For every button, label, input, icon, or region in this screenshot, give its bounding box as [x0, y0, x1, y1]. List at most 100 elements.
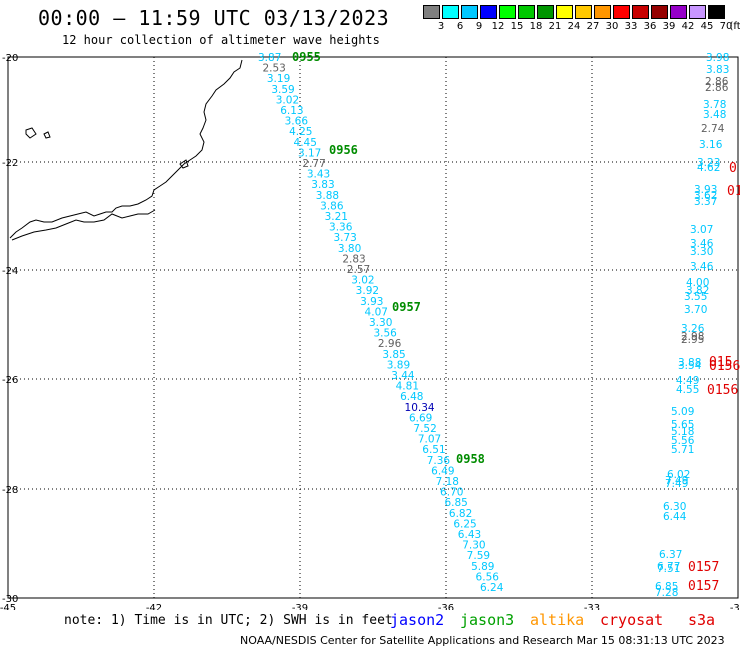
legend-swatch [537, 5, 554, 19]
legend-swatch [651, 5, 668, 19]
edge-wave-height: 3.88 [678, 357, 701, 369]
track-wave-height: 7.36 [427, 455, 451, 467]
lat-tick-label: -30 [2, 594, 18, 605]
track-wave-height: 10.34 [405, 402, 435, 414]
track-time-label: 0957 [392, 300, 421, 314]
lon-tick-label: -30 [730, 603, 740, 610]
edge-wave-height: 7.49 [665, 478, 688, 490]
lat-tick-label: -24 [2, 266, 18, 277]
track-wave-height: 6.85 [444, 497, 467, 509]
map-frame [7, 56, 739, 599]
lon-tick-label: -45 [0, 603, 16, 610]
edge-time-label: 0157 [688, 579, 719, 594]
legend-value: 39 [662, 21, 676, 32]
edge-wave-height: 4.62 [697, 162, 720, 174]
track-wave-height: 3.89 [387, 359, 410, 371]
legend-value: 45 [700, 21, 714, 32]
chart-subtitle: 12 hour collection of altimeter wave hei… [62, 33, 380, 47]
track-wave-height: 6.56 [476, 571, 500, 583]
track-time-label: 0955 [292, 50, 321, 64]
legend-jason2: jason2 [390, 611, 445, 629]
chart-title: 00:00 – 11:59 UTC 03/13/2023 [38, 6, 390, 30]
track-wave-height: 3.56 [373, 328, 397, 340]
legend-value: 18 [529, 21, 543, 32]
track-wave-height: 6.43 [458, 529, 481, 541]
legend-swatch [480, 5, 497, 19]
edge-wave-height: 2.86 [705, 82, 729, 94]
legend-value: 12 [491, 21, 505, 32]
edge-wave-height: 5.18 [671, 426, 694, 438]
edge-wave-height: 3.23 [697, 157, 720, 169]
legend-value: 15 [510, 21, 524, 32]
lon-tick-label: -39 [292, 603, 308, 610]
lat-tick-label: -28 [2, 485, 18, 496]
track-wave-height: 7.30 [462, 540, 485, 552]
edge-wave-height: 6.85 [655, 581, 678, 593]
track-wave-height: 7.07 [418, 434, 441, 446]
track-wave-height: 2.96 [378, 338, 402, 350]
track-wave-height: 4.07 [365, 306, 388, 318]
track-wave-height: 6.24 [480, 582, 504, 594]
track-wave-height: 6.49 [431, 465, 454, 477]
track-wave-height: 5.89 [471, 561, 494, 573]
track-wave-height: 2.77 [302, 158, 325, 170]
track-wave-height: 3.19 [267, 73, 290, 85]
credit-line: NOAA/NESDIS Center for Satellite Applica… [240, 634, 725, 647]
edge-wave-height: 7.49 [665, 475, 688, 487]
track-wave-height: 3.87 [258, 52, 281, 64]
edge-wave-height: 3.07 [690, 224, 713, 236]
track-wave-height: 6.48 [400, 391, 423, 403]
edge-wave-height: 7.51 [657, 563, 680, 575]
coastline-path [11, 209, 156, 241]
legend-unit: (ft) [729, 21, 740, 32]
track-wave-height: 3.80 [338, 243, 361, 255]
lon-tick-label: -36 [438, 603, 454, 610]
track-time-label: 0956 [329, 143, 358, 157]
legend-swatch [670, 5, 687, 19]
edge-wave-height: 2.95 [681, 334, 704, 346]
edge-time-label: 0156 [707, 383, 738, 398]
legend-cryosat: cryosat [600, 611, 664, 629]
island-path [25, 127, 37, 139]
edge-wave-height: 6.44 [663, 511, 687, 523]
track-wave-height: 2.83 [342, 253, 365, 265]
legend-value: 36 [643, 21, 657, 32]
legend-value: 6 [456, 21, 464, 32]
legend-value: 30 [605, 21, 619, 32]
track-wave-height: 6.13 [280, 105, 303, 117]
track-wave-height: 3.66 [285, 116, 309, 128]
edge-wave-height: 5.65 [671, 419, 694, 431]
track-wave-height: 2.57 [347, 264, 370, 276]
legend-value: 33 [624, 21, 638, 32]
legend-value: 24 [567, 21, 581, 32]
edge-wave-height: 2.74 [701, 123, 725, 135]
track-wave-height: 3.88 [316, 190, 339, 202]
edge-wave-height: 3.55 [684, 291, 707, 303]
track-wave-height: 3.21 [325, 211, 348, 223]
legend-swatch [518, 5, 535, 19]
edge-wave-height: 3.37 [694, 196, 717, 208]
wave-height-labels: 3.872.533.193.593.026.133.664.254.453.17… [258, 50, 740, 599]
legend-swatch [442, 5, 459, 19]
legend-swatch [689, 5, 706, 19]
coastline [9, 59, 243, 241]
track-wave-height: 3.02 [276, 94, 299, 106]
track-wave-height: 3.43 [307, 169, 330, 181]
island-path [179, 159, 189, 169]
legend-s3a: s3a [688, 611, 716, 629]
legend-swatch [594, 5, 611, 19]
map-grid [8, 57, 738, 598]
edge-wave-height: 3.48 [703, 109, 726, 121]
edge-wave-height: 6.77 [657, 561, 680, 573]
track-wave-height: 7.52 [413, 423, 436, 435]
legend-value: 3 [437, 21, 445, 32]
legend-swatch [575, 5, 592, 19]
track-wave-height: 3.86 [320, 200, 344, 212]
edge-wave-height: 6.37 [659, 549, 682, 561]
edge-wave-height: 3.62 [694, 190, 717, 202]
legend-swatch [613, 5, 630, 19]
edge-wave-height: 3.46 [690, 261, 714, 273]
track-wave-height: 4.25 [289, 126, 312, 138]
track-wave-height: 3.02 [351, 275, 374, 287]
track-wave-height: 6.69 [409, 412, 432, 424]
